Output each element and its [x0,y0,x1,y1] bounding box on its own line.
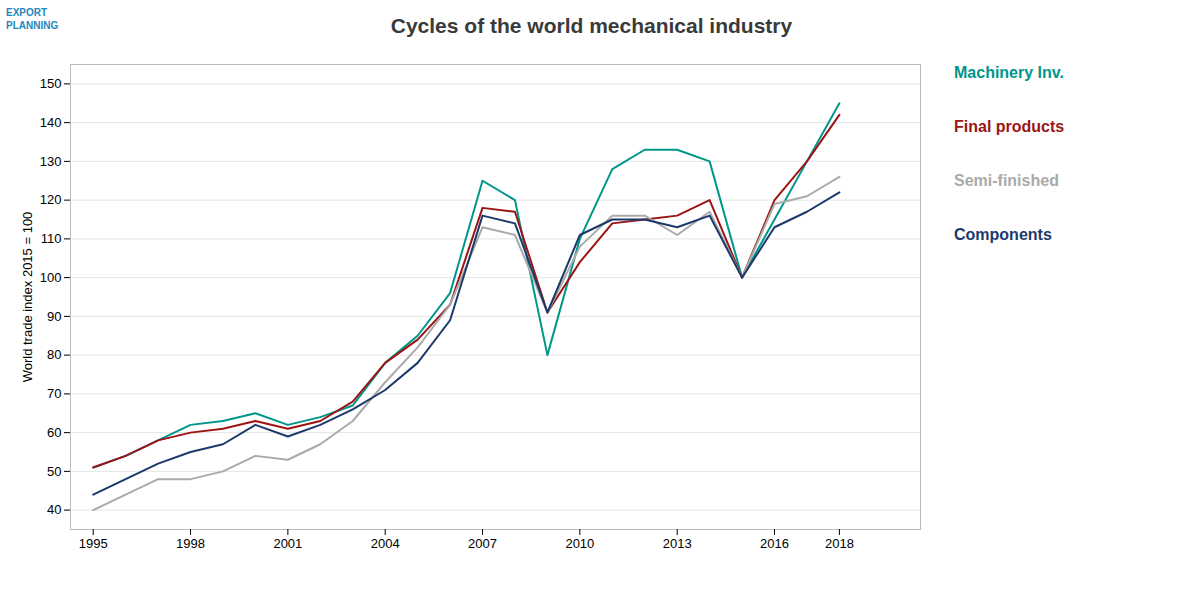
svg-text:World trade index 2015 = 100: World trade index 2015 = 100 [20,212,35,383]
html-text:Semi-finished: Semi-finished [954,172,1059,189]
svg-text:2007: 2007 [468,536,497,551]
svg-text:110: 110 [41,231,62,246]
html-text:Final products: Final products [954,118,1065,135]
svg-text:2016: 2016 [760,536,789,551]
svg-text:150: 150 [40,76,62,91]
svg-text:1998: 1998 [176,536,205,551]
html-text:Machinery Inv.: Machinery Inv. [954,64,1064,81]
svg-text:70: 70 [47,386,61,401]
svg-text:2013: 2013 [663,536,692,551]
svg-text:1995: 1995 [79,536,108,551]
html-text:Components: Components [954,226,1052,243]
svg-text:130: 130 [40,154,62,169]
svg-text:2010: 2010 [565,536,594,551]
svg-text:2018: 2018 [825,536,854,551]
html-text:PLANNING: PLANNING [6,20,59,31]
html-text:EXPORT: EXPORT [6,7,48,18]
svg-text:2001: 2001 [273,536,302,551]
svg-text:140: 140 [40,115,62,130]
html-text:Cycles of the world mechanical: Cycles of the world mechanical industry [390,14,793,37]
svg-text:120: 120 [40,192,62,207]
svg-text:40: 40 [47,502,61,517]
svg-text:100: 100 [40,270,62,285]
svg-text:80: 80 [47,347,61,362]
svg-text:2004: 2004 [371,536,400,551]
svg-text:50: 50 [47,464,61,479]
svg-text:90: 90 [47,309,61,324]
svg-text:60: 60 [47,425,61,440]
